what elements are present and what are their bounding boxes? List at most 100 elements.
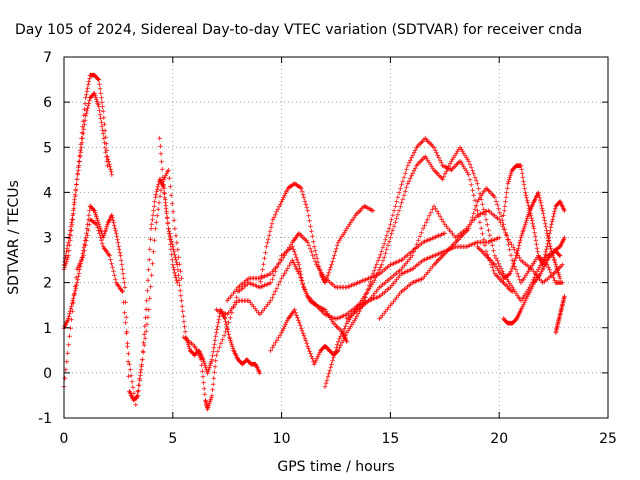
data-point-interp: + [98, 89, 104, 99]
data-point-interp: + [445, 246, 451, 256]
data-point-interp: + [184, 337, 190, 347]
data-point-interp: + [89, 92, 95, 102]
data-point: + [161, 184, 167, 194]
data-point-interp: + [414, 261, 420, 271]
data-point-interp: + [214, 325, 220, 335]
data-point-interp: + [347, 308, 353, 318]
data-point-interp: + [529, 201, 535, 211]
data-point-interp: + [281, 194, 287, 204]
data-point-interp: + [158, 176, 164, 186]
data-point-interp: + [111, 267, 117, 277]
data-point-interp: + [441, 250, 447, 260]
data-point-interp: + [194, 349, 200, 359]
data-point-interp: + [319, 306, 325, 316]
data-point-interp: + [285, 264, 291, 274]
data-point-interp: + [91, 218, 97, 228]
data-point-interp: + [173, 253, 179, 263]
data-point-interp: + [433, 233, 439, 243]
data-point-interp: + [289, 181, 295, 191]
data-point: + [483, 215, 489, 225]
data-point-interp: + [314, 354, 320, 364]
data-point: + [166, 166, 172, 176]
data-point: + [298, 324, 304, 334]
data-point: + [279, 274, 285, 284]
data-point: + [153, 224, 159, 234]
data-point: + [431, 252, 437, 262]
data-point-interp: + [437, 172, 443, 182]
data-point-interp: + [238, 358, 244, 368]
data-point-interp: + [556, 268, 562, 278]
data-point-interp: + [86, 77, 92, 87]
data-point-interp: + [112, 224, 118, 234]
data-point-interp: + [128, 371, 134, 381]
data-point-interp: + [447, 244, 453, 254]
data-point-interp: + [433, 251, 439, 261]
data-point-interp: + [293, 180, 299, 190]
data-point-interp: + [309, 298, 315, 308]
data-point-interp: + [270, 293, 276, 303]
data-point-interp: + [104, 139, 110, 149]
data-point-interp: + [490, 190, 496, 200]
data-point-interp: + [419, 275, 425, 285]
data-point-interp: + [508, 172, 514, 182]
data-point: + [114, 229, 120, 239]
data-point-interp: + [349, 281, 355, 291]
data-point: + [549, 247, 555, 257]
data-point-interp: + [406, 281, 412, 291]
data-point-interp: + [283, 190, 289, 200]
data-point-interp: + [90, 91, 96, 101]
data-point-interp: + [473, 213, 479, 223]
data-point-interp: + [538, 199, 544, 209]
data-point-interp: + [526, 201, 532, 211]
data-point-interp: + [220, 311, 226, 321]
data-point-interp: + [101, 134, 107, 144]
data-point-interp: + [541, 213, 547, 223]
data-point: + [440, 161, 446, 171]
data-point-interp: + [100, 103, 106, 113]
y-tick-label: 2 [43, 276, 52, 292]
data-point-interp: + [554, 323, 560, 333]
data-point-interp: + [173, 271, 179, 281]
data-point-interp: + [258, 277, 264, 287]
data-point-interp: + [374, 293, 380, 303]
data-point-interp: + [539, 258, 545, 268]
data-point: + [531, 279, 537, 289]
data-point-interp: + [429, 162, 435, 172]
data-point-interp: + [557, 251, 563, 261]
data-point: + [544, 261, 550, 271]
data-point-interp: + [223, 317, 229, 327]
data-point-interp: + [484, 207, 490, 217]
data-point-interp: + [461, 243, 467, 253]
data-point-interp: + [430, 263, 436, 273]
data-point-interp: + [76, 166, 82, 176]
data-point-interp: + [100, 232, 106, 242]
y-tick-label: 0 [43, 366, 52, 382]
data-point-interp: + [319, 268, 325, 278]
data-point: + [335, 238, 341, 248]
data-point-interp: + [465, 242, 471, 252]
data-point-interp: + [98, 114, 104, 124]
data-point: + [140, 355, 146, 365]
data-point-interp: + [455, 159, 461, 169]
data-point-interp: + [102, 139, 108, 149]
data-point-interp: + [91, 206, 97, 216]
data-point-interp: + [304, 339, 310, 349]
data-point: + [362, 297, 368, 307]
data-point-interp: + [144, 320, 150, 330]
data-point: + [198, 355, 204, 365]
data-point-interp: + [280, 250, 286, 260]
data-point-interp: + [226, 319, 232, 329]
data-point-interp: + [534, 244, 540, 254]
data-point-interp: + [383, 235, 389, 245]
data-point-interp: + [400, 263, 406, 273]
data-point-interp: + [307, 244, 313, 254]
data-point-interp: + [316, 304, 322, 314]
data-point-interp: + [321, 272, 327, 282]
data-point-interp: + [517, 161, 523, 171]
data-point: + [109, 211, 115, 221]
data-point-interp: + [303, 235, 309, 245]
data-point-interp: + [556, 244, 562, 254]
data-point-interp: + [293, 253, 299, 263]
data-point: + [135, 391, 141, 401]
data-point-interp: + [228, 306, 234, 316]
